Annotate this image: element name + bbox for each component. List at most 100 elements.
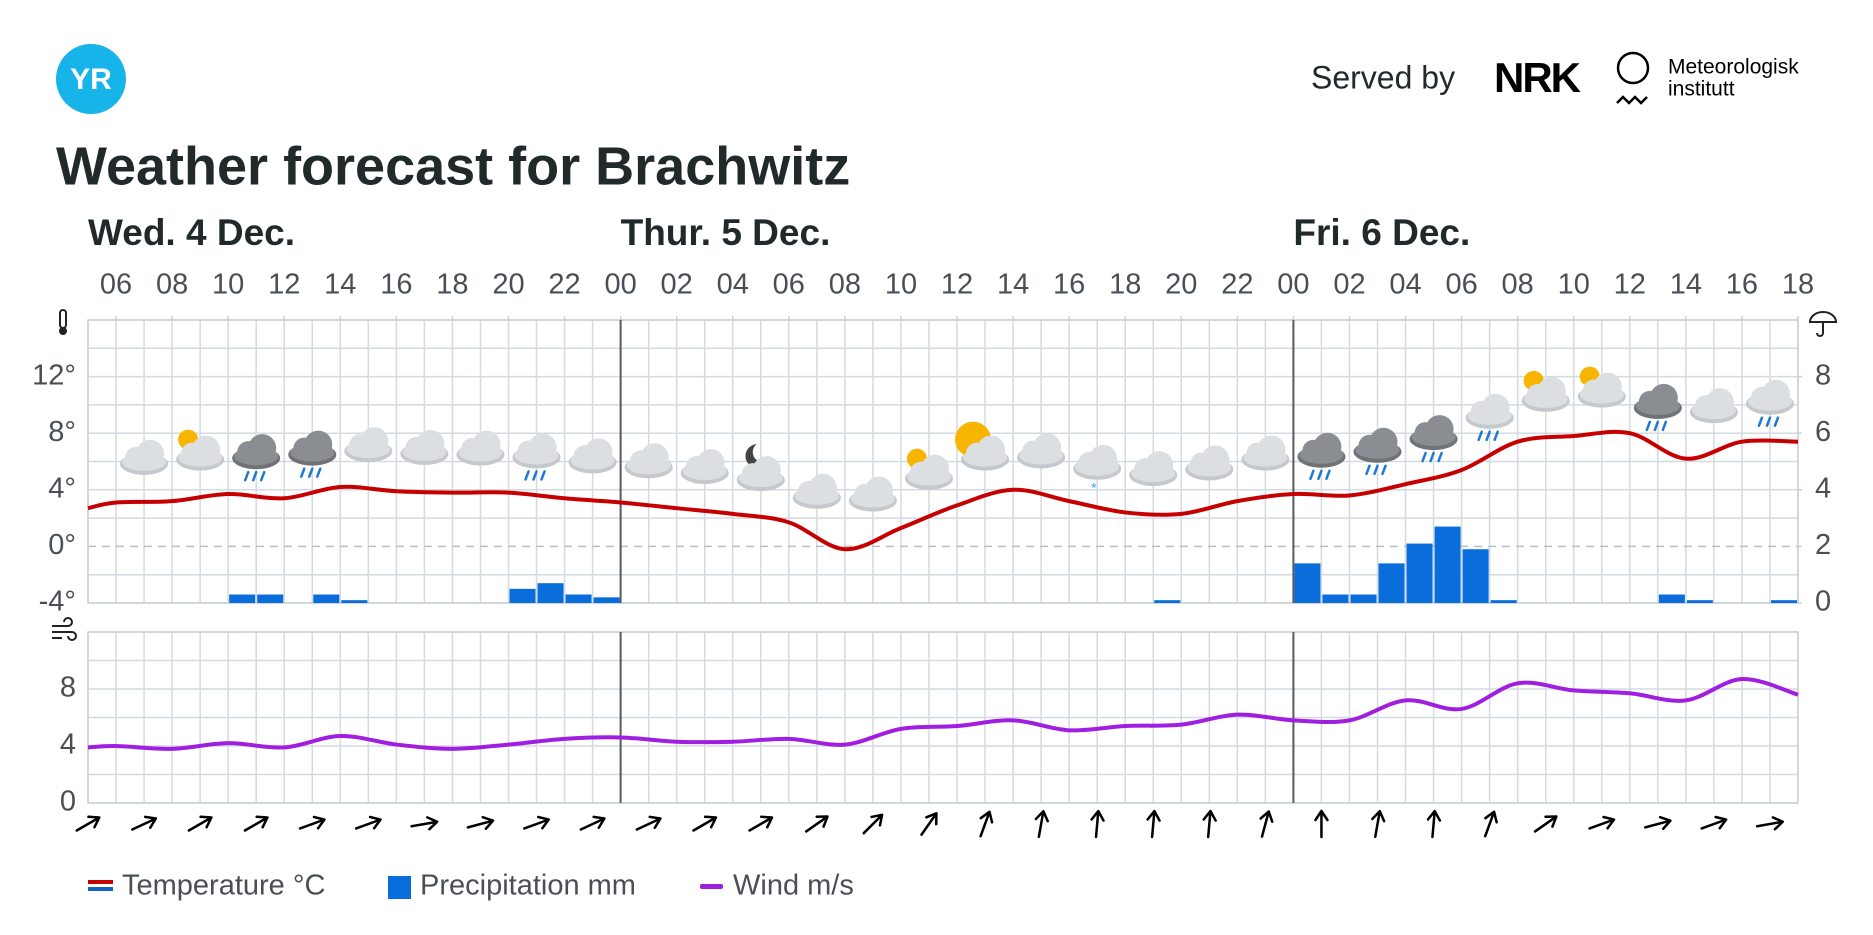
- wind-arrow: [1202, 809, 1217, 839]
- cloud: [346, 440, 391, 459]
- cloud: [1243, 448, 1288, 467]
- rain-drop: [1309, 469, 1315, 481]
- wind-arrow: [1371, 809, 1386, 839]
- weather-symbol: [344, 427, 393, 463]
- wind-arrow: [748, 815, 774, 832]
- wind-arrow: [1588, 815, 1616, 830]
- y-tick-label: 8°: [48, 416, 76, 448]
- met-name: Meteorologisk: [1668, 56, 1799, 79]
- cloud: [514, 446, 559, 465]
- plot-frame: [87, 319, 1799, 604]
- y2-tick-label: 4: [1815, 472, 1831, 504]
- weather-symbol: [568, 438, 617, 474]
- rain-drop: [1429, 451, 1435, 463]
- cloud: [122, 452, 167, 471]
- y-tick-label: 8: [60, 672, 76, 704]
- rain-drop: [316, 467, 322, 478]
- weather-symbol: [456, 430, 505, 466]
- wind-arrow: [804, 815, 829, 833]
- wind-arrow: [862, 813, 884, 835]
- legend-label: Precipitation mm: [420, 870, 636, 902]
- cloud: [738, 469, 783, 488]
- met-logo[interactable]: [1616, 51, 1650, 85]
- wind-arrow: [1483, 810, 1498, 838]
- wind-arrow: [187, 815, 213, 832]
- cloud: [1579, 385, 1624, 404]
- rain-drop: [300, 467, 306, 478]
- wind-arrow: [1755, 816, 1785, 831]
- x-tick-label: 06: [100, 269, 132, 301]
- cloud: [570, 451, 615, 470]
- x-tick-label: 00: [604, 269, 636, 301]
- y2-tick-label: 2: [1815, 529, 1831, 561]
- weather-symbol: [1185, 445, 1234, 481]
- weather-symbol: [1409, 415, 1458, 463]
- precipitation-bar: [1490, 600, 1517, 603]
- precipitation-bar: [1154, 600, 1181, 603]
- precipitation-bar: [1658, 594, 1685, 603]
- plot-frame: [87, 631, 1799, 804]
- moon: [745, 444, 769, 469]
- chart-title: Weather forecast for Brachwitz: [56, 136, 850, 196]
- wind-arrow: [1314, 809, 1329, 839]
- weather-symbol: [232, 434, 281, 482]
- legend-label: Temperature °C: [122, 870, 325, 902]
- legend: Temperature °C Precipitation mm Wind m/s: [88, 870, 854, 902]
- x-tick-label: 08: [1502, 269, 1534, 301]
- wind-arrow: [1034, 809, 1049, 839]
- x-tick-label: 04: [717, 269, 749, 301]
- cloud: [234, 447, 279, 466]
- cloud: [1187, 458, 1232, 477]
- x-tick-label: 14: [1670, 269, 1702, 301]
- weather-symbol: [1129, 451, 1178, 487]
- weather-symbol: [400, 429, 449, 465]
- day-label: Thur. 5 Dec.: [621, 212, 831, 253]
- wind-arrow: [920, 812, 938, 836]
- wind-arrow: [354, 815, 382, 830]
- y2-tick-label: 6: [1815, 416, 1831, 448]
- met-logo-wave: [1616, 95, 1648, 105]
- rain-drop: [1381, 464, 1387, 476]
- y2-tick-label: 0: [1815, 586, 1831, 618]
- legend-swatch: [388, 876, 411, 899]
- x-tick-label: 18: [436, 269, 468, 301]
- x-tick-label: 10: [212, 269, 244, 301]
- rain-drop: [1373, 464, 1379, 476]
- rain-drop: [1645, 420, 1652, 432]
- thermometer-icon: [59, 327, 67, 335]
- precipitation-bar: [1770, 600, 1797, 603]
- cloud: [1131, 464, 1176, 483]
- wind-arrow: [1644, 815, 1672, 831]
- rain-drop: [1757, 416, 1764, 427]
- y-tick-label: 0°: [48, 529, 76, 561]
- rain-drop: [532, 470, 538, 481]
- wind-arrow: [410, 816, 439, 831]
- rain-drop: [1773, 416, 1780, 427]
- precipitation-bar: [1462, 549, 1489, 603]
- wind-arrow: [692, 815, 718, 832]
- cloud: [1355, 440, 1400, 459]
- x-tick-label: 00: [1277, 269, 1309, 301]
- nrk-logo[interactable]: NRK: [1494, 54, 1583, 101]
- precipitation-bar: [1294, 563, 1321, 603]
- x-tick-label: 18: [1109, 269, 1141, 301]
- x-tick-label: 14: [324, 269, 356, 301]
- cloud: [850, 489, 895, 508]
- precipitation-bar: [313, 594, 340, 603]
- rain-drop: [251, 470, 258, 482]
- weather-symbol: [1633, 383, 1682, 432]
- rain-drop: [1365, 464, 1371, 476]
- snowflake: *: [1091, 479, 1097, 495]
- rain-drop: [1653, 420, 1660, 432]
- day-label: Wed. 4 Dec.: [88, 212, 295, 253]
- x-tick-label: 02: [1333, 269, 1365, 301]
- precipitation-bar: [509, 588, 536, 603]
- rain-drop: [1661, 420, 1668, 432]
- cloud: [682, 462, 727, 481]
- yr-logo[interactable]: [56, 44, 126, 114]
- x-tick-label: 12: [941, 269, 973, 301]
- y-tick-label: 12°: [32, 359, 76, 391]
- weather-symbol: [904, 448, 953, 490]
- weather-symbol: [624, 443, 673, 479]
- wind-line: [87, 677, 1799, 751]
